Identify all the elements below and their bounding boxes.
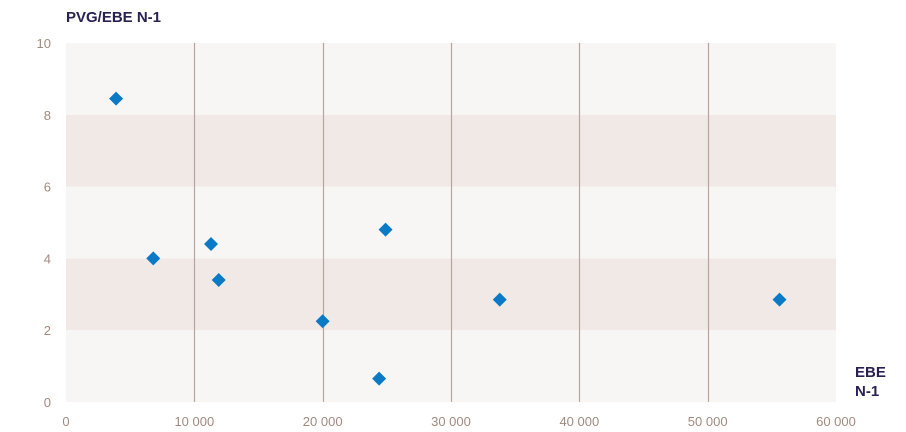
vertical-gridlines <box>193 43 710 402</box>
data-point-9 <box>772 292 787 307</box>
x-axis-title-line-2: N-1 <box>855 383 879 400</box>
data-point-1 <box>109 91 124 106</box>
y-tick-label: 4 <box>44 251 51 266</box>
y-tick-label: 10 <box>37 36 51 51</box>
y-tick-labels: 0 2 4 6 8 10 <box>37 36 51 410</box>
data-point-6 <box>378 222 393 237</box>
x-tick-label: 10 000 <box>174 414 214 429</box>
data-point-8 <box>492 292 507 307</box>
y-tick-label: 6 <box>44 180 51 195</box>
x-tick-labels: 0 10 000 20 000 30 000 40 000 50 000 60 000 <box>62 414 856 429</box>
data-point-2 <box>146 251 161 266</box>
x-tick-label: 0 <box>62 414 69 429</box>
x-tick-label: 20 000 <box>303 414 343 429</box>
x-tick-label: 60 000 <box>816 414 856 429</box>
data-point-5 <box>315 314 330 329</box>
y-tick-label: 0 <box>44 395 51 410</box>
data-points <box>109 91 787 386</box>
y-tick-label: 2 <box>44 323 51 338</box>
x-tick-label: 40 000 <box>559 414 599 429</box>
y-tick-label: 8 <box>44 108 51 123</box>
data-point-3 <box>204 237 219 252</box>
y-axis-title: PVG/EBE N-1 <box>66 9 161 26</box>
data-point-4 <box>211 272 226 287</box>
x-tick-label: 30 000 <box>431 414 471 429</box>
x-tick-label: 50 000 <box>688 414 728 429</box>
x-axis-title-line-1: EBE <box>855 364 886 381</box>
data-point-7 <box>372 371 387 386</box>
